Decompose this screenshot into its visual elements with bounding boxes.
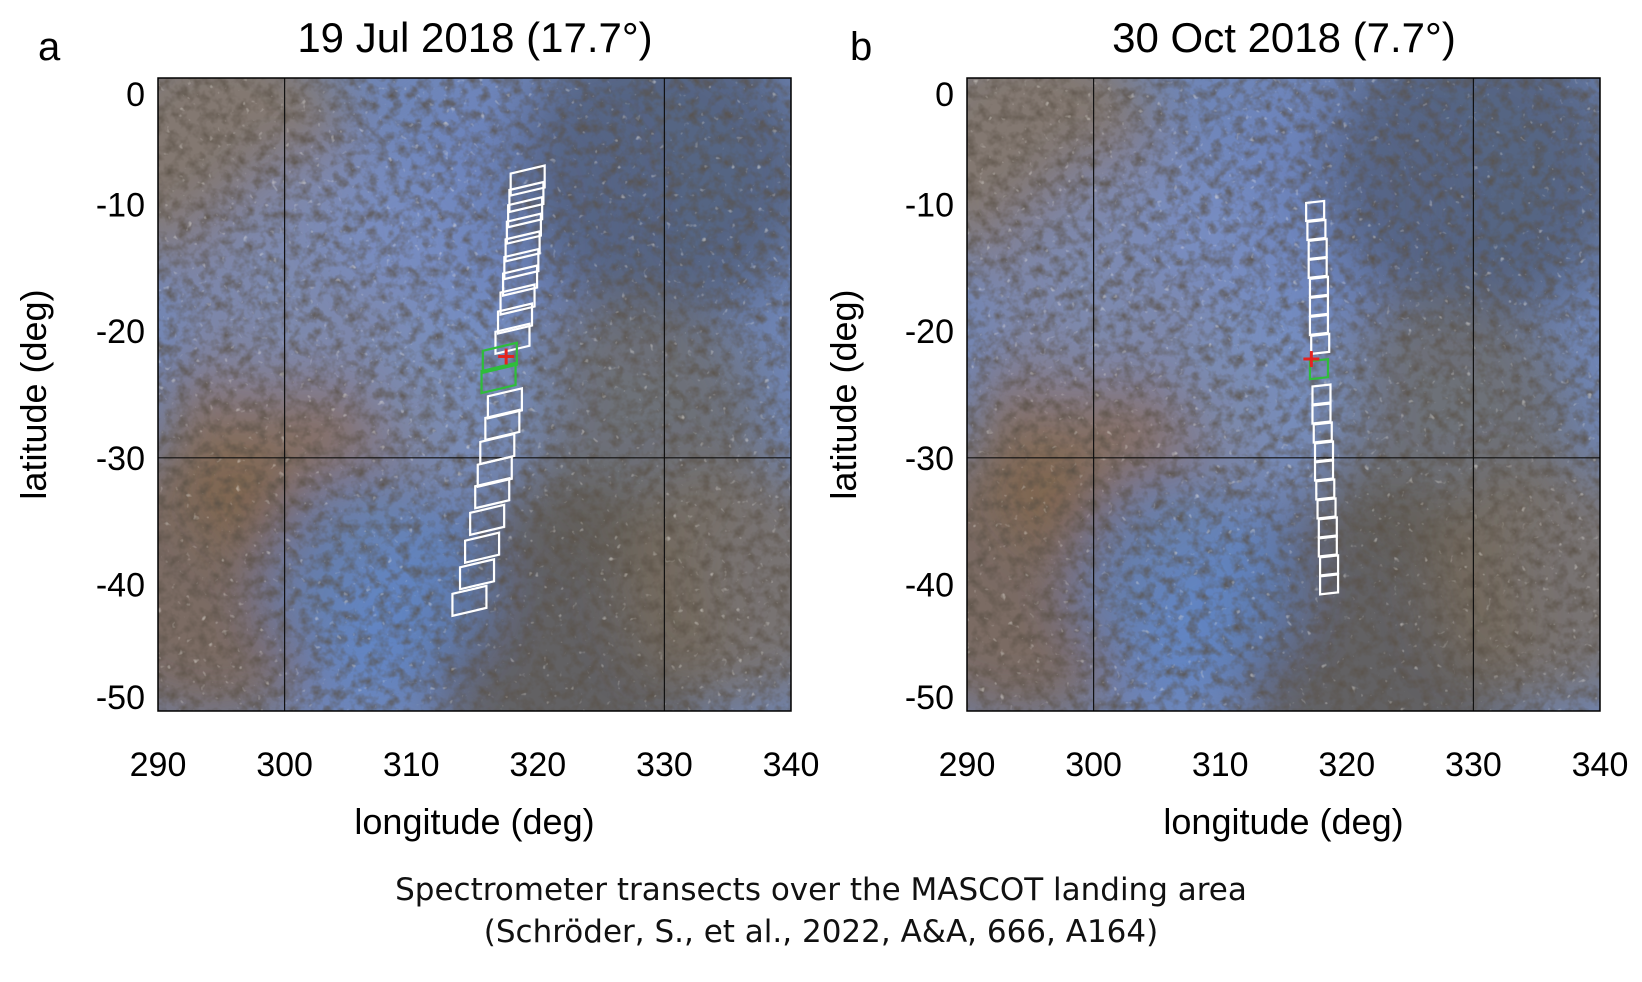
- x-tick-label: 300: [1065, 746, 1122, 784]
- y-tick-label: -10: [905, 187, 954, 225]
- x-tick-label: 340: [763, 746, 820, 784]
- footprint: [469, 503, 506, 537]
- footprint: [496, 302, 534, 335]
- footprint: [501, 264, 539, 297]
- x-tick-label: 300: [256, 746, 313, 784]
- surface-rocks-light: [158, 78, 791, 711]
- landing-site-marker: [498, 348, 515, 365]
- surface-image: [967, 78, 1600, 711]
- x-tick-label: 320: [509, 746, 566, 784]
- footprint: [1308, 313, 1330, 337]
- panel-title: 30 Oct 2018 (7.7°): [1112, 14, 1456, 61]
- panel-b: b 30 Oct 2018 (7.7°) 290 300 310 320 330 340 0 -1…: [823, 14, 1629, 842]
- footprint: [503, 247, 540, 281]
- x-tick-label: 330: [1445, 746, 1502, 784]
- selected-footprint: [1308, 357, 1330, 381]
- footprint: [1317, 535, 1338, 558]
- x-axis-label: longitude (deg): [1163, 801, 1403, 842]
- selected-footprint: [481, 341, 518, 375]
- figure-caption-title: Spectrometer transects over the MASCOT l…: [395, 872, 1247, 908]
- y-tick-label: -20: [96, 313, 145, 351]
- y-tick-label: -40: [905, 566, 954, 604]
- figure-caption-citation: (Schröder, S., et al., 2022, A&A, 666, A…: [483, 914, 1159, 950]
- landing-site-marker: [1303, 351, 1320, 368]
- y-tick-label: 0: [935, 76, 954, 114]
- y-axis-label: latitude (deg): [823, 289, 864, 499]
- x-tick-label: 330: [636, 746, 693, 784]
- footprint: [479, 432, 516, 466]
- y-tick-label: -40: [96, 566, 145, 604]
- y-tick-label: -30: [96, 440, 145, 478]
- footprint: [505, 212, 542, 246]
- footprint: [1305, 199, 1326, 223]
- footprint: [486, 386, 523, 420]
- panel-title: 19 Jul 2018 (17.7°): [297, 14, 652, 61]
- footprint: [463, 531, 501, 565]
- footprint: [451, 584, 488, 618]
- footprint: [458, 557, 496, 591]
- panel-label: a: [38, 25, 61, 69]
- x-tick-label: 290: [130, 746, 187, 784]
- y-tick-label: -50: [96, 679, 145, 717]
- footprint: [1307, 256, 1328, 280]
- x-tick-label: 310: [1192, 746, 1249, 784]
- footprint: [1313, 459, 1335, 482]
- footprint: [507, 195, 544, 229]
- y-tick-label: -50: [905, 679, 954, 717]
- footprint: [1316, 497, 1337, 520]
- footprint: [1318, 573, 1340, 596]
- y-tick-label: -30: [905, 440, 954, 478]
- footprint: [504, 229, 541, 263]
- footprint: [484, 408, 521, 442]
- footprint: [1311, 402, 1332, 425]
- footprint: [1315, 478, 1336, 501]
- panel-label: b: [850, 25, 872, 69]
- x-tick-label: 290: [939, 746, 996, 784]
- panel-a: a 19 Jul 2018 (17.7°) 290 300 310 320 330 340 0 -…: [13, 14, 820, 842]
- footprint: [494, 322, 531, 356]
- footprint: [499, 283, 536, 316]
- y-tick-label: -10: [96, 187, 145, 225]
- footprint: [509, 164, 546, 197]
- y-tick-label: -20: [905, 313, 954, 351]
- plot-frame: [157, 77, 792, 712]
- x-axis-label: longitude (deg): [354, 801, 594, 842]
- y-tick-label: 0: [126, 76, 145, 114]
- surface-rocks-light: [967, 78, 1600, 711]
- surface-image: [158, 78, 791, 711]
- x-tick-label: 320: [1318, 746, 1375, 784]
- footprint: [1310, 332, 1331, 356]
- plot-frame: [966, 77, 1601, 712]
- footprint: [476, 455, 513, 489]
- x-tick-label: 310: [383, 746, 440, 784]
- footprint: [474, 476, 511, 510]
- footprint: [1306, 218, 1327, 242]
- footprint: [1312, 421, 1333, 444]
- x-tick-label: 340: [1572, 746, 1629, 784]
- selected-footprint: [480, 361, 517, 395]
- y-axis-label: latitude (deg): [13, 289, 54, 499]
